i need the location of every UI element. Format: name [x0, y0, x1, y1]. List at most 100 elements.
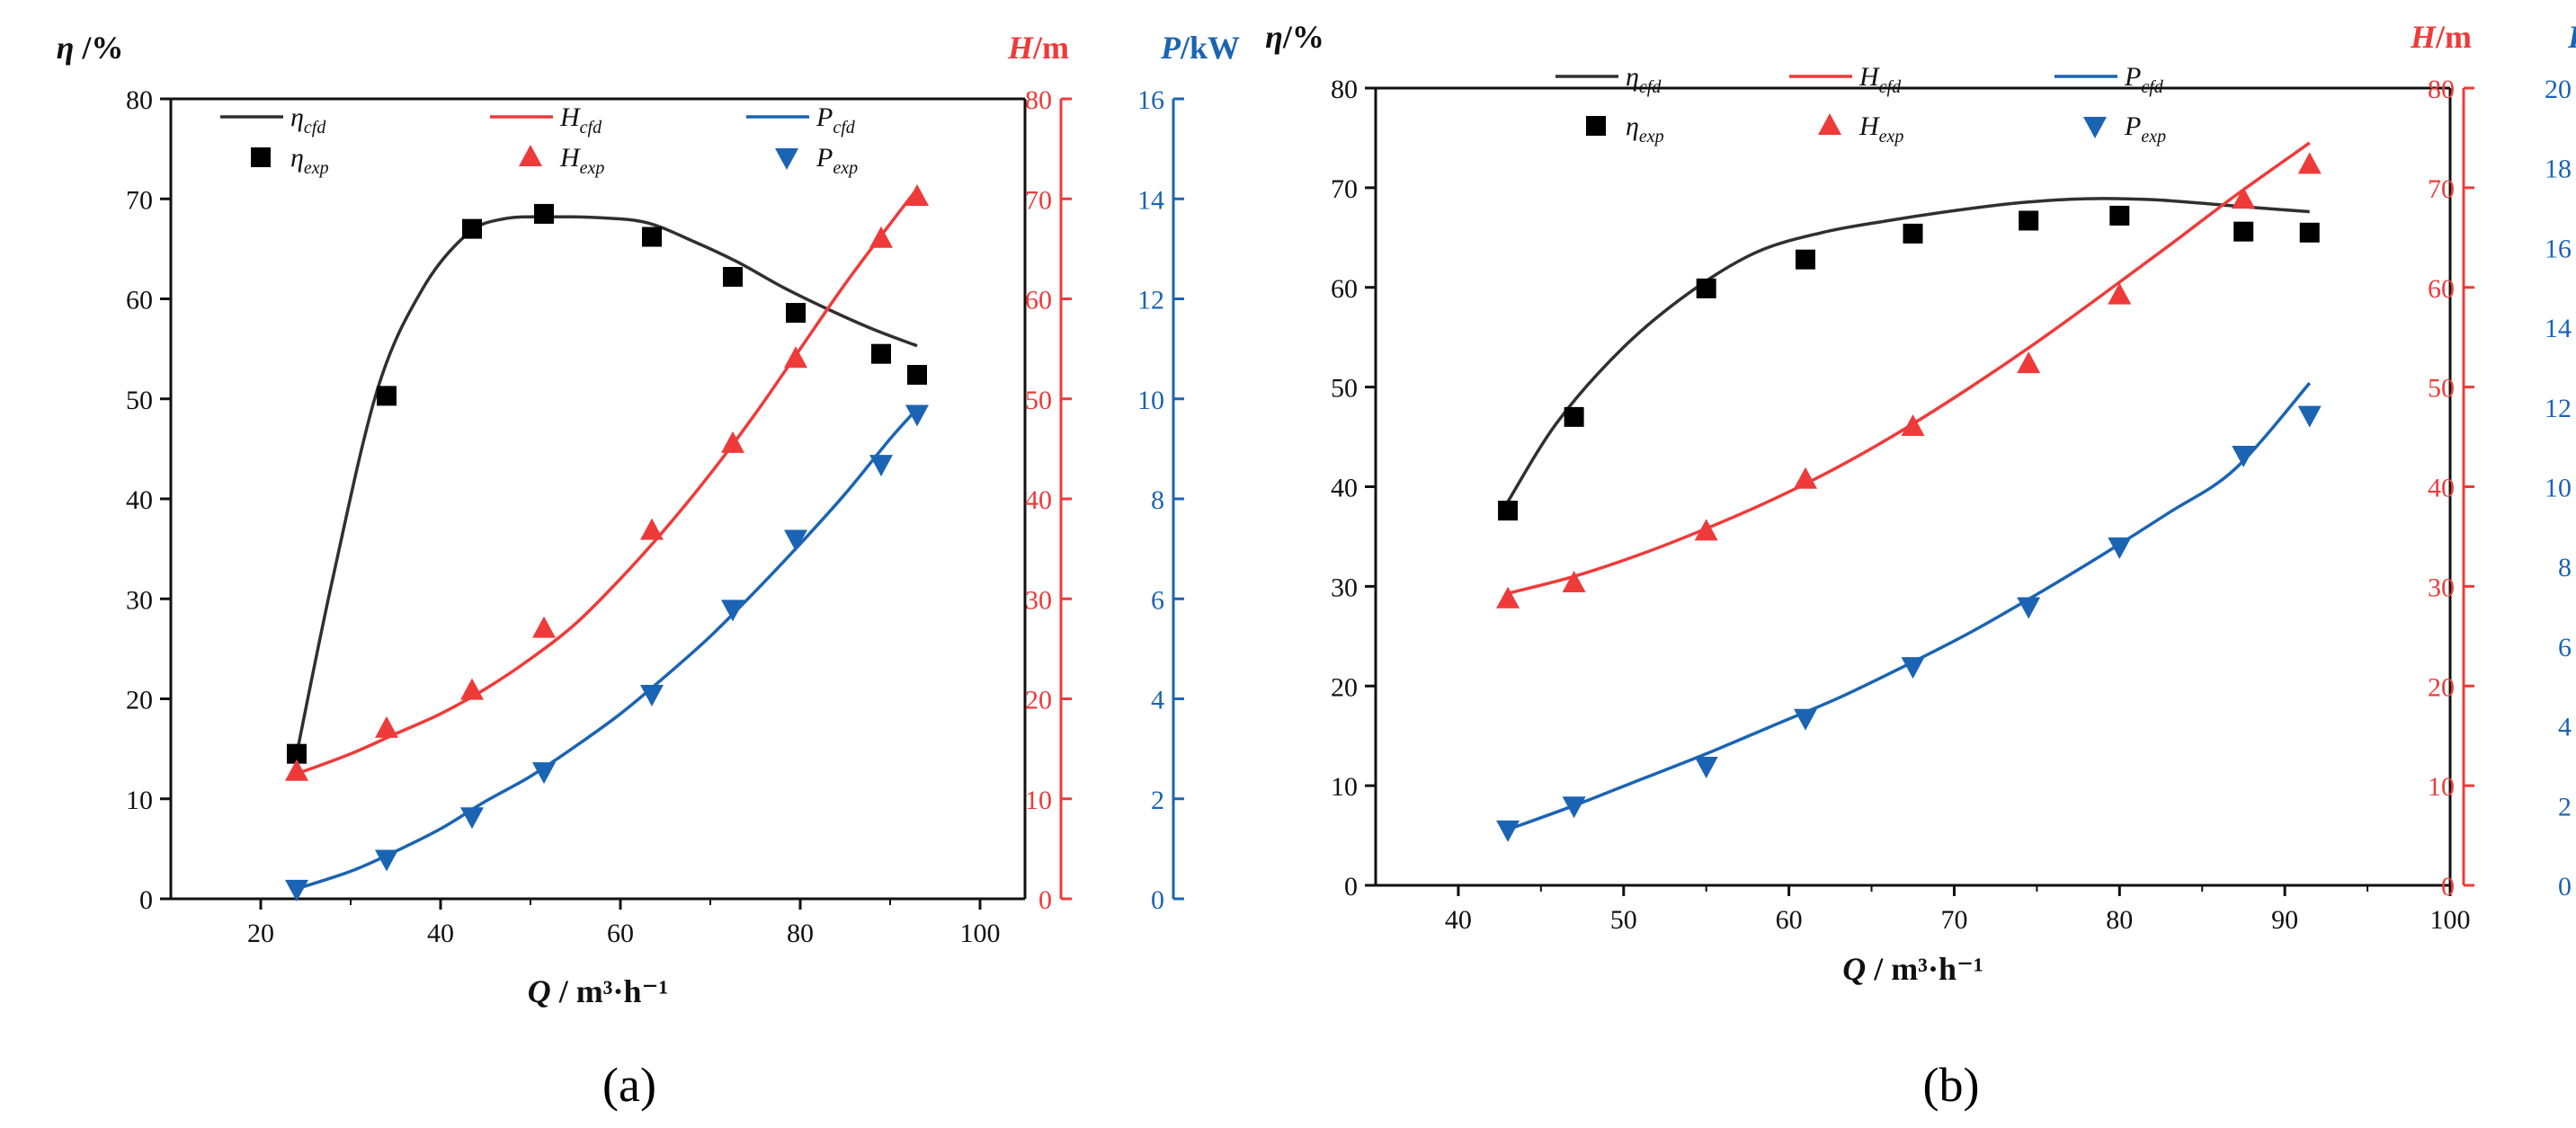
data-point-eta-exp [2299, 222, 2320, 243]
y-right-power-tick-label: 10 [1137, 386, 1164, 415]
data-point-power-exp [2017, 597, 2041, 619]
y-left-tick-label: 80 [126, 85, 153, 115]
data-point-eta-exp [786, 303, 806, 324]
data-point-eta-exp [2019, 210, 2039, 231]
y-left-tick-label: 40 [126, 485, 153, 515]
legend-marker-swatch [251, 147, 271, 167]
panel-label: (b) [1923, 1058, 1980, 1112]
legend-marker-swatch [1818, 113, 1841, 135]
y-right-head-tick-label: 10 [1025, 786, 1052, 815]
y-left-tick-label: 80 [1331, 75, 1358, 104]
legend-label-power-cfd: Pcfd [816, 102, 856, 138]
data-point-eta-exp [2109, 205, 2130, 226]
data-point-head-exp [1694, 519, 1718, 541]
data-point-head-exp [532, 616, 556, 638]
y-left-tick-label: 70 [1331, 174, 1358, 204]
data-point-power-exp [2297, 405, 2322, 428]
legend-label-eta-cfd: ηcfd [290, 102, 326, 138]
data-point-power-exp [532, 762, 556, 785]
data-point-head-exp [2108, 282, 2132, 305]
y-left-tick-label: 70 [126, 185, 153, 215]
legend: ηcfd Hcfd Pcfd ηexp Hexp Pexp [1555, 62, 2166, 147]
y-left-tick-label: 40 [1331, 474, 1358, 503]
legend-label-eta-cfd: ηcfd [1626, 62, 1662, 97]
y-right-head-tick-label: 40 [1025, 485, 1052, 515]
data-point-head-exp [2017, 351, 2041, 374]
y-right-head-axis-title: H/m [1007, 30, 1069, 66]
data-point-eta-exp [534, 203, 554, 224]
y-left-axis-title: η /% [57, 30, 124, 66]
y-left-tick-label: 20 [1331, 672, 1358, 702]
y-right-power-tick-label: 14 [2545, 314, 2572, 343]
data-point-head-exp [1794, 466, 1817, 489]
y-right-head-axis-title: H/m [2410, 19, 2472, 55]
data-point-eta-exp [907, 365, 927, 386]
data-point-power-exp [784, 529, 807, 552]
y-right-power-tick-label: 0 [1151, 885, 1164, 915]
y-right-power-tick-label: 18 [2545, 155, 2572, 184]
x-tick-label: 40 [427, 919, 454, 948]
data-point-power-exp [460, 807, 484, 830]
data-point-head-exp [1901, 413, 1925, 436]
data-point-power-exp [2108, 537, 2132, 560]
y-right-power-tick-label: 2 [2558, 792, 2572, 822]
data-point-head-exp [640, 518, 664, 540]
y-right-head-tick-label: 50 [2428, 374, 2455, 404]
y-left-tick-label: 0 [1344, 872, 1358, 902]
legend-label-head-exp: Hexp [559, 143, 604, 178]
legend-label-eta-exp: ηexp [290, 143, 329, 178]
data-point-power-exp [905, 404, 929, 427]
y-right-power-tick-label: 20 [2545, 75, 2572, 104]
y-left-tick-label: 10 [126, 786, 153, 815]
x-tick-label: 100 [2430, 905, 2471, 935]
x-axis-title: Q / m³·h⁻¹ [528, 973, 669, 1009]
y-right-head-tick-label: 0 [2441, 872, 2455, 902]
series-line-eta-cfd [1506, 197, 2310, 503]
data-point-power-exp [721, 600, 744, 622]
legend-label-eta-exp: ηexp [1626, 111, 1664, 147]
y-left-tick-label: 50 [1331, 374, 1358, 404]
y-right-power-tick-label: 8 [1151, 485, 1164, 515]
legend-marker-swatch [2083, 117, 2107, 138]
x-tick-label: 60 [607, 919, 634, 948]
data-point-power-exp [285, 879, 308, 902]
y-right-power-axis-title: P/kW [1160, 30, 1240, 66]
data-point-head-exp [375, 715, 398, 738]
y-left-tick-label: 0 [139, 885, 153, 915]
y-right-power-tick-label: 16 [1137, 85, 1164, 115]
y-right-power-tick-label: 8 [2558, 553, 2572, 582]
y-left-tick-label: 30 [1331, 573, 1358, 602]
y-left-tick-label: 30 [126, 585, 153, 615]
legend-label-power-exp: Pexp [816, 143, 858, 178]
data-point-head-exp [285, 759, 308, 781]
legend-marker-swatch [519, 145, 542, 166]
y-right-head-tick-label: 40 [2428, 474, 2455, 503]
data-point-head-exp [1496, 586, 1520, 608]
y-left-tick-label: 10 [1331, 772, 1358, 802]
data-point-power-exp [375, 849, 398, 872]
series-line-head-cfd [296, 188, 919, 776]
y-right-head-tick-label: 70 [1025, 185, 1052, 215]
y-left-tick-label: 20 [126, 686, 153, 715]
x-tick-label: 70 [1940, 905, 1967, 935]
y-right-head-tick-label: 60 [2428, 274, 2455, 304]
y-left-axis-title: η/% [1265, 19, 1324, 55]
y-right-head-tick-label: 10 [2428, 772, 2455, 802]
data-point-power-exp [1496, 820, 1520, 842]
legend-label-head-exp: Hexp [1858, 111, 1903, 147]
data-point-eta-exp [287, 743, 307, 764]
chart-panel-a: 20 40 60 80 10001020304050607080010203040506… [57, 30, 1240, 1112]
y-right-head-tick-label: 80 [1025, 85, 1052, 115]
data-point-eta-exp [1564, 406, 1584, 427]
legend-label-head-cfd: Hcfd [1858, 62, 1902, 97]
y-right-head-tick-label: 20 [2428, 672, 2455, 702]
y-right-head-tick-label: 50 [1025, 386, 1052, 415]
data-point-eta-exp [723, 267, 743, 288]
chart-panel-b: 40 50 60 70 80 90 1000102030405060708001020304… [1265, 19, 2576, 1112]
x-tick-label: 80 [2106, 905, 2133, 935]
y-right-power-tick-label: 16 [2545, 234, 2572, 263]
data-point-power-exp [1794, 708, 1817, 731]
y-right-head-tick-label: 0 [1038, 885, 1052, 915]
data-point-head-exp [1562, 571, 1586, 593]
data-point-eta-exp [377, 386, 397, 406]
